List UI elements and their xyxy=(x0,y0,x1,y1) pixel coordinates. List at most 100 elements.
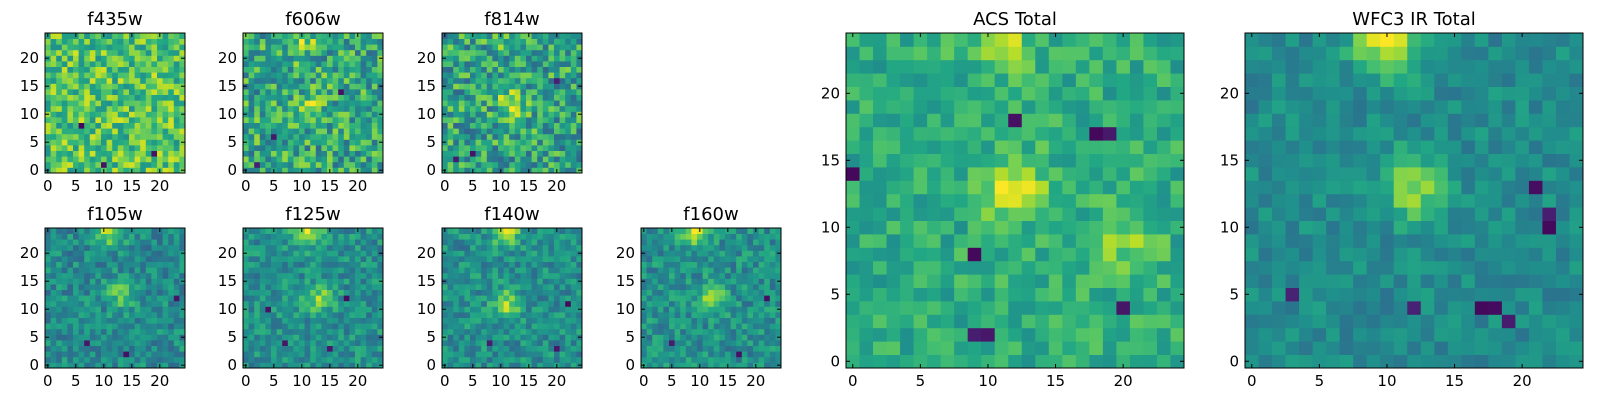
heatmap-cell xyxy=(168,33,175,39)
heatmap-cell xyxy=(327,139,333,146)
heatmap-cell xyxy=(254,289,261,296)
heatmap-cell xyxy=(366,100,373,107)
heatmap-cell xyxy=(498,312,504,318)
heatmap-cell xyxy=(542,167,549,174)
heatmap-cell xyxy=(1075,220,1090,235)
heatmap-cell xyxy=(447,66,454,73)
heatmap-cell xyxy=(95,289,102,296)
heatmap-cell xyxy=(377,133,384,140)
heatmap-cell xyxy=(243,289,249,296)
heatmap-cell xyxy=(669,356,675,363)
heatmap-cell xyxy=(129,356,135,363)
heatmap-cell xyxy=(338,145,345,151)
heatmap-cell xyxy=(458,306,465,313)
heatmap-cell xyxy=(719,233,726,240)
heatmap-cell xyxy=(168,323,175,330)
heatmap-cell xyxy=(1035,167,1050,181)
heatmap-cell xyxy=(360,244,367,251)
heatmap-cell xyxy=(730,295,737,302)
heatmap-cell xyxy=(498,356,504,363)
heatmap-cell xyxy=(259,295,266,302)
heatmap-cell xyxy=(355,250,361,257)
heatmap-cell xyxy=(162,111,169,118)
heatmap-cell xyxy=(106,239,113,246)
heatmap-cell xyxy=(981,153,996,168)
heatmap-cell xyxy=(509,111,516,118)
heatmap-cell xyxy=(520,100,527,107)
heatmap-cell xyxy=(758,334,765,341)
heatmap-cell xyxy=(685,323,692,330)
heatmap-cell xyxy=(537,133,544,140)
heatmap-cell xyxy=(542,49,549,56)
heatmap-cell xyxy=(327,156,333,163)
heatmap-cell xyxy=(741,295,748,302)
heatmap-cell xyxy=(537,33,544,39)
heatmap-cell xyxy=(168,356,175,363)
heatmap-cell xyxy=(447,94,454,101)
heatmap-cell xyxy=(981,220,996,235)
x-tick-label: 0 xyxy=(241,372,251,390)
heatmap-cell xyxy=(248,278,255,285)
heatmap-cell xyxy=(299,38,305,45)
heatmap-cell xyxy=(548,49,555,56)
heatmap-cell xyxy=(747,256,754,262)
y-tick-label: 15 xyxy=(616,272,635,290)
heatmap-cell xyxy=(254,261,261,268)
heatmap-cell xyxy=(492,261,499,268)
heatmap-cell xyxy=(453,145,460,151)
heatmap-cell xyxy=(663,362,670,369)
heatmap-cell xyxy=(179,94,186,101)
heatmap-cell xyxy=(67,55,74,62)
heatmap-cell xyxy=(73,340,79,346)
heatmap-cell xyxy=(859,260,874,275)
heatmap-cell xyxy=(453,150,460,157)
heatmap-cell xyxy=(349,72,356,79)
heatmap-cell xyxy=(741,306,748,313)
heatmap-cell xyxy=(1008,287,1023,302)
heatmap-cell xyxy=(900,314,914,329)
heatmap-cell xyxy=(73,351,79,358)
heatmap-cell xyxy=(509,61,516,67)
heatmap-cell xyxy=(753,289,759,296)
heatmap-cell xyxy=(67,256,74,262)
heatmap-cell xyxy=(736,256,743,262)
heatmap-cell xyxy=(503,356,510,363)
heatmap-cell xyxy=(343,295,350,302)
heatmap-cell xyxy=(179,345,186,352)
heatmap-cell xyxy=(349,83,356,90)
heatmap-cell xyxy=(769,300,776,307)
heatmap-cell xyxy=(129,256,135,262)
heatmap-cell xyxy=(355,89,361,95)
heatmap-cell xyxy=(520,312,527,318)
heatmap-cell xyxy=(453,100,460,107)
heatmap-cell xyxy=(509,267,516,274)
heatmap-cell xyxy=(173,150,180,157)
heatmap-cell xyxy=(730,356,737,363)
heatmap-cell xyxy=(458,323,465,330)
heatmap-cell xyxy=(343,356,350,363)
heatmap-cell xyxy=(994,193,1009,208)
heatmap-cell xyxy=(531,306,538,313)
heatmap-cell xyxy=(994,153,1009,168)
heatmap-cell xyxy=(475,244,482,251)
heatmap-cell xyxy=(123,284,130,290)
heatmap-cell xyxy=(927,234,942,248)
heatmap-cell xyxy=(1008,247,1023,262)
heatmap-cell xyxy=(117,145,124,151)
heatmap-cell xyxy=(652,328,659,335)
heatmap-cell xyxy=(157,261,163,268)
heatmap-cell xyxy=(548,340,555,346)
heatmap-cell xyxy=(271,300,277,307)
heatmap-cell xyxy=(276,117,283,123)
heatmap-cell xyxy=(775,284,782,290)
heatmap-cell xyxy=(764,272,771,279)
heatmap-cell xyxy=(310,167,317,174)
heatmap-cell xyxy=(514,83,521,90)
heatmap-cell xyxy=(377,323,384,330)
heatmap-cell xyxy=(95,100,102,107)
heatmap-cell xyxy=(50,278,57,285)
heatmap-cell xyxy=(442,156,448,163)
heatmap-cell xyxy=(129,317,135,324)
heatmap-cell xyxy=(248,261,255,268)
heatmap-cell xyxy=(67,345,74,352)
